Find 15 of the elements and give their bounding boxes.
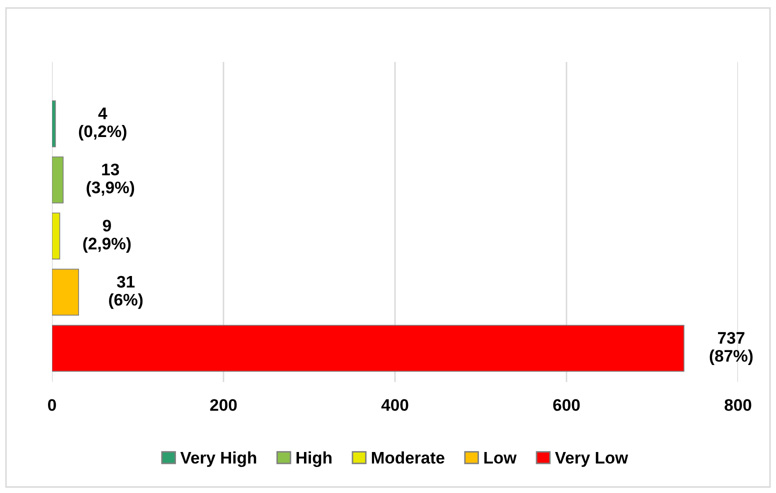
- data-label: 4 (0,2%): [78, 108, 126, 140]
- data-label: 31 (6%): [109, 276, 143, 309]
- x-tick-label: 800: [724, 399, 752, 411]
- x-tick-label: 200: [210, 399, 237, 411]
- data-label: 737 (87%): [710, 332, 753, 366]
- legend-label: Low: [484, 452, 517, 464]
- x-tick-label: 400: [381, 399, 408, 411]
- data-label: 13 (3,9%): [86, 164, 134, 197]
- legend-label: Moderate: [372, 451, 444, 464]
- legend-label: Very Low: [555, 452, 628, 467]
- x-tick-label: 0: [48, 399, 56, 411]
- x-tick-label: 600: [553, 399, 580, 411]
- data-label: 9 (2,9%): [83, 220, 131, 253]
- legend-label: High: [296, 451, 332, 468]
- legend-label: Very High: [180, 451, 256, 468]
